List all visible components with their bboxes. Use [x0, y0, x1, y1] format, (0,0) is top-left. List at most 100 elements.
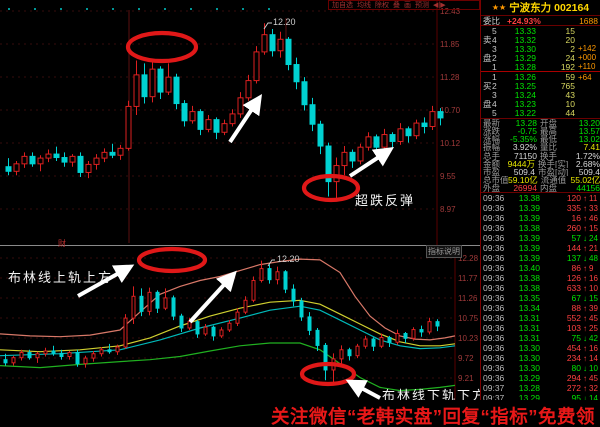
- sub-axis-label: 9.21: [458, 374, 474, 383]
- order-book-row[interactable]: 盘 4 13.23 10: [483, 99, 575, 109]
- down-arrow-icon: ↓: [583, 253, 587, 263]
- up-arrow-icon: ↑: [583, 193, 587, 203]
- tick-row[interactable]: 09:36 13.38 260 ↑ 15: [483, 223, 598, 233]
- order-book-row[interactable]: 3 13.30 2 +142: [492, 44, 597, 54]
- toolbar-item[interactable]: 除权: [375, 2, 389, 9]
- up-arrow-icon: ↑: [583, 373, 587, 383]
- main-axis-label: 11.85: [440, 40, 460, 49]
- weibi-row: 委比 +24.93% 1688: [481, 16, 600, 26]
- sub-axis-label: 12.28: [458, 254, 479, 263]
- main-axis-label: 12.43: [440, 7, 461, 16]
- order-book-row[interactable]: 买 2 13.25 765: [483, 81, 575, 91]
- tick-row[interactable]: 09:36 13.39 137 ↓ 48: [483, 253, 598, 263]
- tick-row[interactable]: 09:36 13.38 120 ↑ 11: [483, 193, 598, 203]
- stats-grid: 最新 13.28 开盘 13.20 涨跌 -0.75 最高 13.57 涨幅 -5.35% 最低 13…: [481, 119, 600, 192]
- quote-panel: ★★ 宁波东力 002164 委比 +24.93% 1688 5 13.33 15 卖…: [480, 0, 600, 400]
- up-arrow-icon: ↑: [583, 353, 587, 363]
- up-arrow-icon: ↑: [583, 223, 587, 233]
- up-arrow-icon: ↑: [583, 273, 587, 283]
- tick-row[interactable]: 09:36 13.39 335 ↑ 33: [483, 203, 598, 213]
- arrow-annotation: [345, 379, 381, 400]
- down-arrow-icon: ↓: [583, 233, 587, 243]
- tick-row[interactable]: 09:36 13.39 57 ↓ 24: [483, 233, 598, 243]
- order-alert-marquee: 在买盘13.18位置有(473笔)买单！查看详情: [481, 118, 600, 119]
- arrow-annotation: [348, 147, 395, 178]
- star-rating-icon: ★★: [491, 3, 507, 12]
- subchart-tab[interactable]: 财: [58, 239, 66, 248]
- lower-band-annotation: 布林线下轨下方: [382, 388, 488, 403]
- tick-row[interactable]: 09:36 13.31 75 ↓ 42: [483, 333, 598, 343]
- stock-title: 宁波东力 002164: [509, 2, 590, 14]
- up-arrow-icon: ↑: [583, 323, 587, 333]
- main-axis-label: 9.55: [440, 172, 456, 181]
- sector-row: 通用设备 -0.02% 同行业比较: [481, 192, 600, 193]
- indicator-info-button[interactable]: 指标说明: [426, 245, 462, 258]
- stat-row: 外盘 26994 内盘 44156: [483, 183, 600, 192]
- tick-row[interactable]: 09:37 13.29 95 ↓ 14: [481, 393, 600, 400]
- toolbar-item[interactable]: 加自选: [332, 2, 353, 9]
- rebound-annotation: 超跌反弹: [355, 193, 416, 208]
- sub-axis-label: 11.26: [458, 294, 478, 303]
- up-arrow-icon: ↑: [583, 303, 587, 313]
- tick-row[interactable]: 09:36 13.30 454 ↑ 16: [483, 343, 598, 353]
- sub-axis-label: 9.72: [458, 354, 474, 363]
- tick-row[interactable]: 09:36 13.31 552 ↑ 45: [483, 313, 598, 323]
- order-book: 5 13.33 15 卖 4 13.32 20 3 13.30 2 +142 盘 2 13.29 24 +00…: [481, 26, 600, 118]
- tick-row[interactable]: 09:36 13.40 86 ↑ 9: [483, 263, 594, 273]
- tick-row[interactable]: 09:36 13.39 144 ↑ 21: [483, 243, 598, 253]
- down-arrow-icon: ↓: [583, 293, 587, 303]
- toolbar-item[interactable]: 叠: [393, 2, 400, 9]
- down-arrow-icon: ↓: [583, 333, 587, 343]
- stat-row: 振幅 3.92% 量比 7.41: [483, 143, 600, 152]
- highlight-ellipse-annotation: [301, 173, 361, 203]
- main-axis-label: 8.97: [440, 205, 456, 214]
- upper-band-annotation: 布林线上轨上方: [8, 270, 114, 285]
- stat-row: 总手 71150 换手 1.72%: [483, 151, 600, 160]
- main-peak-price-label: 12.20: [273, 17, 296, 27]
- arrow-annotation: [77, 264, 135, 298]
- stat-row: 市盈 509.4 市盈[动] 509.4: [483, 167, 600, 176]
- arrow-annotation: [228, 94, 262, 144]
- order-book-row[interactable]: 1 13.26 59 +64: [492, 72, 592, 82]
- tick-row[interactable]: 09:36 13.30 80 ↓ 10: [483, 363, 598, 373]
- weicha-value: 1688: [579, 15, 598, 26]
- toolbar-item[interactable]: 画: [404, 2, 411, 9]
- tick-row[interactable]: 09:37 13.28 272 ↑ 32: [483, 383, 598, 393]
- tick-row[interactable]: 09:36 13.35 67 ↓ 15: [483, 293, 598, 303]
- weibi-label: 委比: [483, 15, 501, 26]
- up-arrow-icon: ↑: [583, 213, 587, 223]
- toolbar-item[interactable]: 均线: [357, 2, 371, 9]
- order-book-row[interactable]: 3 13.24 43: [492, 90, 575, 100]
- tick-row[interactable]: 09:36 13.39 16 ↑ 46: [483, 213, 598, 223]
- order-book-row[interactable]: 卖 4 13.32 20: [483, 35, 575, 45]
- stat-row: 总市值 59.10亿 流通值 55.02亿: [483, 175, 600, 184]
- tick-list[interactable]: 09:36 13.38 120 ↑ 11 09:36 13.39 335 ↑ 33 09:36 13.…: [481, 193, 600, 400]
- highlight-ellipse-annotation: [299, 361, 357, 387]
- main-axis-label: 10.12: [440, 139, 461, 148]
- stat-row: 最新 13.28 开盘 13.20: [483, 119, 600, 128]
- tick-row[interactable]: 09:36 13.38 126 ↑ 16: [483, 273, 598, 283]
- tick-row[interactable]: 09:36 13.29 294 ↑ 45: [483, 373, 598, 383]
- stock-charts[interactable]: 12.43 11.85 11.28 10.70 10.12 9.55 8.97 12.28 11…: [0, 0, 480, 401]
- order-book-row[interactable]: 5 13.22 44: [492, 108, 575, 118]
- order-book-row[interactable]: 5 13.33 15: [492, 26, 575, 36]
- toolbar-item[interactable]: ◀|▶: [433, 2, 446, 9]
- up-arrow-icon: ↑: [583, 243, 587, 253]
- main-axis-label: 11.28: [440, 73, 460, 82]
- toolbar-item[interactable]: 预测: [415, 2, 429, 9]
- order-book-row[interactable]: 1 13.28 192 +110: [481, 62, 600, 73]
- bottom-banner: 关注微信“老韩实盘”回复“指标”免费领: [0, 400, 600, 427]
- sub-axis-label: 11.77: [458, 274, 478, 283]
- tick-row[interactable]: 09:36 13.38 633 ↑ 10: [483, 283, 598, 293]
- tick-row[interactable]: 09:36 13.31 103 ↑ 25: [483, 323, 598, 333]
- tick-row[interactable]: 09:36 13.34 88 ↑ 39: [483, 303, 598, 313]
- arrow-annotation: [188, 270, 237, 324]
- order-book-row[interactable]: 盘 2 13.29 24 +000: [483, 53, 597, 63]
- up-arrow-icon: ↑: [583, 383, 587, 393]
- chart-toolbar: 加自选 均线 除权叠画预测 ◀|▶: [328, 0, 480, 10]
- tick-row[interactable]: 09:36 13.30 234 ↑ 14: [483, 353, 598, 363]
- stock-header: ★★ 宁波东力 002164: [481, 0, 600, 16]
- up-arrow-icon: ↑: [583, 263, 587, 273]
- down-arrow-icon: ↓: [583, 393, 587, 401]
